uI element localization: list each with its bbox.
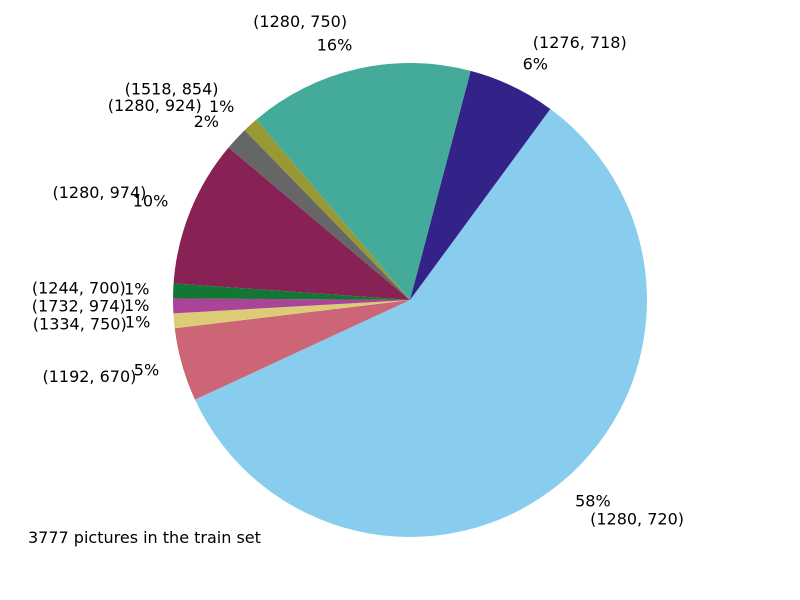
slice-percentage: 1%	[124, 296, 149, 315]
slice-label: (1280, 720)	[590, 510, 684, 529]
slice-percentage: 5%	[134, 361, 159, 380]
pie-labels: (1280, 720)58%(1192, 670)5%(1334, 750)1%…	[32, 12, 684, 528]
slice-label: (1334, 750)	[33, 315, 127, 334]
pie-slice	[410, 70, 551, 300]
slice-label: (1276, 718)	[533, 33, 627, 52]
pie-slices	[173, 62, 647, 537]
slice-label: (1280, 750)	[253, 12, 347, 31]
slice-label: (1518, 854)	[125, 79, 219, 98]
slice-percentage: 58%	[575, 491, 611, 510]
slice-percentage: 1%	[124, 280, 149, 299]
pie-slice	[174, 300, 410, 400]
slice-percentage: 10%	[133, 192, 169, 211]
pie-slice	[173, 283, 410, 300]
chart-annotation: 3777 pictures in the train set	[28, 528, 261, 547]
pie-slice	[173, 147, 410, 300]
slice-percentage: 1%	[125, 312, 150, 331]
pie-slice	[256, 62, 471, 300]
slice-label: (1280, 974)	[52, 183, 146, 202]
pie-slice	[173, 300, 410, 329]
slice-percentage: 6%	[523, 54, 548, 73]
slice-percentage: 1%	[209, 97, 234, 116]
slice-label: (1192, 670)	[42, 367, 136, 386]
pie-slice	[244, 119, 410, 300]
slice-label: (1732, 974)	[32, 297, 126, 316]
slice-label: (1280, 924)	[108, 96, 202, 115]
pie-slice	[228, 130, 410, 300]
slice-label: (1244, 700)	[32, 279, 126, 298]
slice-percentage: 2%	[194, 112, 219, 131]
pie-slice	[173, 298, 410, 314]
slice-percentage: 16%	[317, 35, 353, 54]
pie-slice	[194, 108, 647, 537]
